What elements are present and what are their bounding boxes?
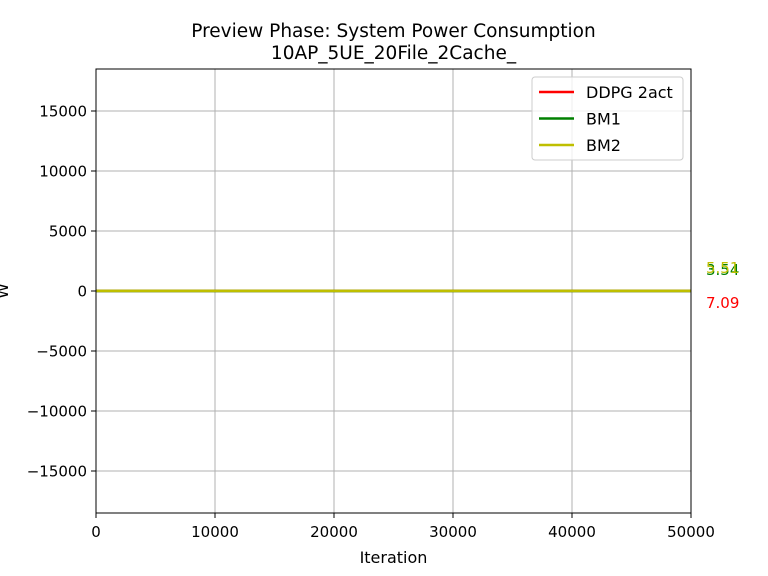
legend-items: DDPG 2act BM1 BM2 <box>539 83 673 155</box>
legend-box <box>531 76 684 161</box>
x-tick-label: 10000 <box>191 523 239 541</box>
y-tick-label: −5000 <box>36 343 87 361</box>
chart-title: Preview Phase: System Power Consumption <box>191 21 595 42</box>
legend-label: BM1 <box>586 110 621 129</box>
x-axis-title: Iteration <box>360 548 428 567</box>
y-tick-label: −15000 <box>27 463 87 481</box>
y-tick-label: 0 <box>77 283 87 301</box>
y-tick-label: 15000 <box>39 103 87 121</box>
chart-subtitle: 10AP_5UE_20File_2Cache_ <box>271 43 517 64</box>
axis-ticks: 0 10000 20000 30000 40000 50000−15000−10000−5… <box>27 103 715 542</box>
y-tick-label: 5000 <box>49 223 87 241</box>
series-end-label: 5.51 <box>706 259 739 277</box>
legend: DDPG 2act BM1 BM2 <box>531 76 684 161</box>
series-end-label: 3.54 <box>706 261 739 279</box>
legend-label: BM2 <box>586 136 621 155</box>
y-tick-label: 10000 <box>39 163 87 181</box>
x-tick-label: 50000 <box>667 523 715 541</box>
y-axis-title: W <box>0 283 12 299</box>
y-tick-label: −10000 <box>27 403 87 421</box>
x-tick-label: 30000 <box>429 523 477 541</box>
x-tick-label: 20000 <box>310 523 358 541</box>
legend-label: DDPG 2act <box>586 83 673 102</box>
series-end-label: 7.09 <box>706 294 739 312</box>
x-tick-label: 40000 <box>548 523 596 541</box>
x-tick-label: 0 <box>91 523 101 541</box>
end-value-labels: 7.09 3.545.51 <box>706 259 739 312</box>
